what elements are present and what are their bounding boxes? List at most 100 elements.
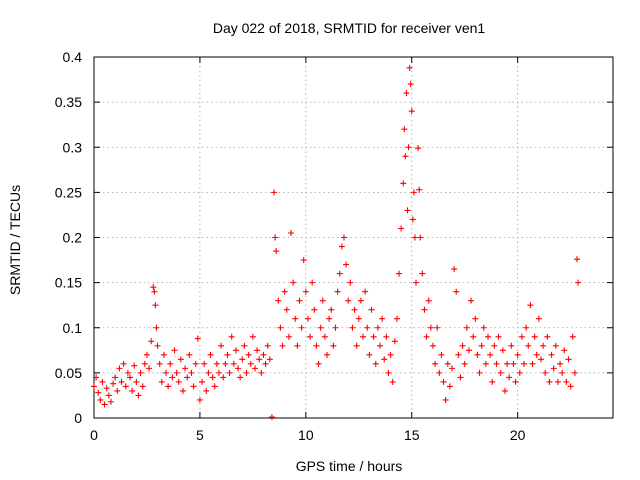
data-point [266,356,273,363]
data-point [396,270,403,277]
data-point [540,342,547,349]
data-point [404,207,411,214]
data-point [122,383,129,390]
data-point [226,369,233,376]
data-point [209,374,216,381]
data-point [554,378,561,385]
data-point [268,414,275,421]
data-point [302,288,309,295]
x-tick-label: 20 [510,427,526,443]
data-point [112,374,119,381]
data-point [171,347,178,354]
data-point [372,360,379,367]
data-point [489,378,496,385]
data-point [249,333,256,340]
data-point [374,324,381,331]
data-point [133,378,140,385]
data-point [220,374,227,381]
data-point [455,351,462,358]
data-point [298,324,305,331]
data-point [408,108,415,115]
data-point [101,401,108,408]
data-point [332,324,339,331]
data-point [529,360,536,367]
data-point [444,360,451,367]
data-point [504,360,511,367]
axis-ticks: 0 5 10 15 20 0 0.05 0.1 0.15 0.2 0.25 0.3 0.35 0.4 [55,49,613,443]
data-point [321,333,328,340]
data-point [129,387,136,394]
data-point [95,389,102,396]
data-point [254,347,261,354]
data-point [400,180,407,187]
data-point [417,234,424,241]
data-point [438,351,445,358]
data-point [169,374,176,381]
data-point [151,288,158,295]
data-point [485,333,492,340]
data-point [411,234,418,241]
data-point [442,396,449,403]
data-point [569,333,576,340]
data-point [546,378,553,385]
data-point [421,306,428,313]
data-point [110,380,117,387]
y-tick-label: 0 [74,410,82,426]
data-point [451,266,458,273]
data-point [294,342,301,349]
data-point [415,145,422,152]
data-point [357,297,364,304]
data-point [401,126,408,133]
data-point [264,342,271,349]
data-point [203,387,210,394]
data-point [537,356,544,363]
data-point [465,347,472,354]
data-point [307,333,314,340]
data-point [324,351,331,358]
data-point [389,378,396,385]
data-point [141,360,148,367]
data-point [338,243,345,250]
data-point [201,360,208,367]
data-point [429,342,436,349]
y-tick-label: 0.15 [55,275,82,291]
data-point [328,306,335,313]
data-point [476,369,483,376]
data-point [213,360,220,367]
data-point [137,369,144,376]
data-point [407,81,414,88]
data-point [575,279,582,286]
data-point [423,333,430,340]
data-point [535,315,542,322]
data-point [152,302,159,309]
data-point [313,342,320,349]
data-point [260,351,267,358]
data-point [419,270,426,277]
data-point [480,324,487,331]
y-tick-label: 0.25 [55,184,82,200]
data-point [150,284,157,291]
data-point [304,315,311,322]
x-tick-label: 10 [298,427,314,443]
data-point [563,378,570,385]
data-point [158,378,165,385]
data-point [311,306,318,313]
data-point [146,365,153,372]
data-point [288,229,295,236]
data-point [491,342,498,349]
data-point [548,351,555,358]
data-point [362,288,369,295]
data-point [99,378,106,385]
data-point [163,369,170,376]
data-point [343,261,350,268]
data-point [215,369,222,376]
x-axis-label: GPS time / hours [296,458,403,474]
data-point [368,306,375,313]
data-point [167,360,174,367]
data-point [258,369,265,376]
data-point [256,356,263,363]
data-point [402,153,409,160]
data-point [296,297,303,304]
data-point [499,347,506,354]
data-point [247,360,254,367]
